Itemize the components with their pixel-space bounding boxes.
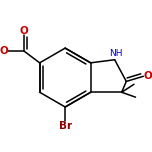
Text: O: O — [19, 26, 28, 36]
Text: O: O — [0, 46, 8, 56]
Text: Br: Br — [59, 121, 72, 131]
Text: NH: NH — [109, 49, 122, 58]
Text: O: O — [143, 71, 152, 81]
